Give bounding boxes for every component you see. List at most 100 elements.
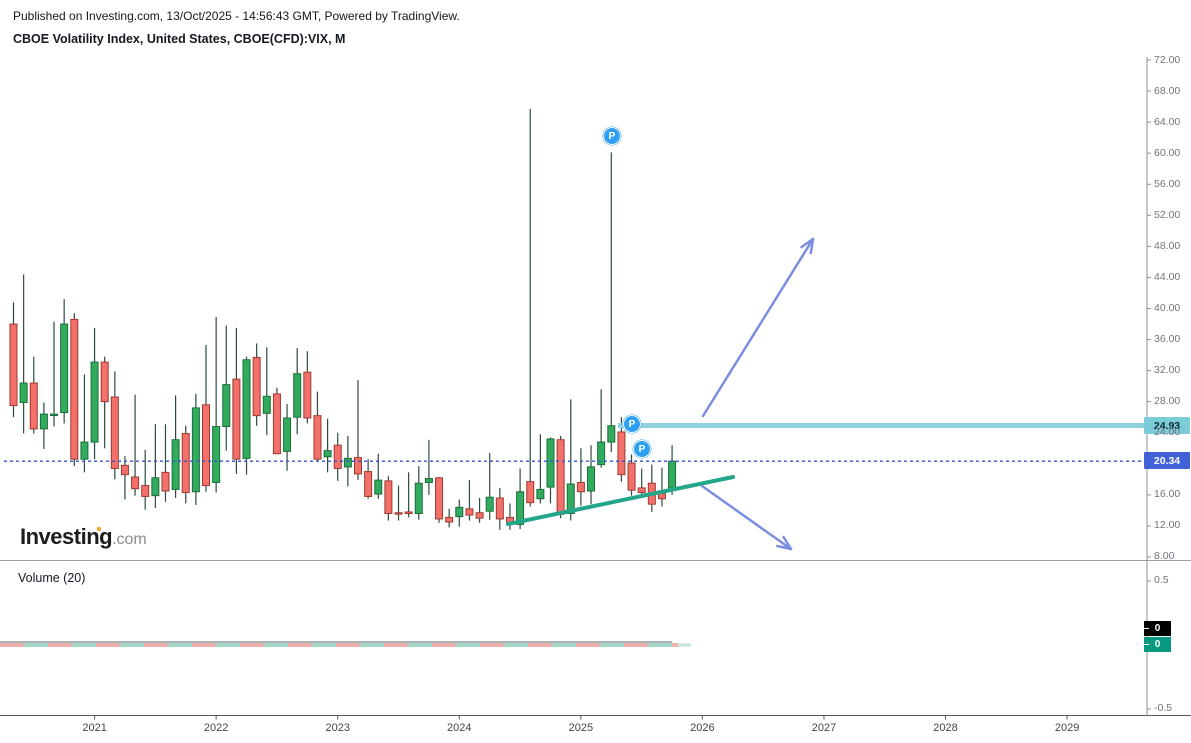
volume-bars (192, 643, 216, 647)
candle-2021-03 (110, 396, 119, 469)
price-tick-8.00: 8.00 (1154, 550, 1175, 563)
candle-2025-07 (637, 487, 646, 494)
year-label-2026: 2026 (690, 722, 715, 734)
candle-2024-11 (556, 439, 565, 515)
candle-2024-02 (465, 508, 474, 516)
year-label-2027: 2027 (811, 722, 837, 734)
candle-2023-12 (445, 516, 454, 523)
candle-2021-11 (191, 407, 200, 493)
volume-bars (528, 643, 552, 647)
price-tick-12.00: 12.00 (1154, 519, 1181, 532)
candle-2025-03 (597, 441, 606, 466)
volume-bars (648, 643, 672, 647)
p-marker-icon[interactable]: P (603, 127, 621, 145)
last-price-badge: 20.34 (1144, 452, 1190, 469)
candle-2023-04 (364, 471, 373, 497)
volume-axis-tick-upper: 0.5 (1154, 574, 1169, 586)
candle-2024-04 (485, 496, 494, 512)
volume-bars (312, 643, 336, 647)
volume-bars (0, 643, 24, 647)
candle-2021-01 (90, 361, 99, 443)
price-tick-56.00: 56.00 (1154, 177, 1181, 190)
candle-2020-07 (29, 382, 38, 430)
price-tick-16.00: 16.00 (1154, 488, 1181, 501)
arrow-down-drawing-head (782, 535, 793, 551)
year-label-2028: 2028 (933, 722, 958, 734)
candle-2020-09 (50, 413, 59, 417)
candle-2021-05 (131, 476, 140, 490)
candle-2023-05 (374, 479, 383, 495)
candle-2020-08 (39, 413, 48, 430)
price-tick-72.00: 72.00 (1154, 53, 1181, 66)
candle-2025-06 (627, 462, 636, 491)
trendline-drawing[interactable] (506, 475, 735, 526)
candle-2021-06 (141, 485, 150, 497)
candle-2021-07 (151, 477, 160, 497)
volume-bars (504, 643, 528, 647)
volume-value-badge: 0 (1144, 621, 1171, 636)
candle-2023-11 (435, 477, 444, 520)
candle-2020-12 (80, 441, 89, 460)
volume-bars (96, 643, 120, 647)
arrow-up-drawing[interactable] (701, 237, 815, 418)
volume-bars (576, 643, 600, 647)
year-label-2023: 2023 (325, 722, 350, 734)
candle-2022-08 (283, 417, 292, 452)
volume-bars (432, 643, 456, 647)
volume-ma-value-badge: 0 (1144, 637, 1171, 652)
candle-2024-12 (566, 483, 575, 515)
axis-tick-dash (1144, 628, 1149, 629)
volume-bars (456, 643, 480, 647)
candle-2024-08 (526, 481, 535, 504)
price-tick-28.00: 28.00 (1154, 395, 1181, 408)
instrument-title: CBOE Volatility Index, United States, CB… (13, 32, 346, 46)
year-label-2021: 2021 (82, 722, 107, 734)
candle-2022-03 (232, 378, 241, 460)
candle-2023-01 (333, 444, 342, 469)
candle-2020-06 (19, 382, 28, 403)
candle-2021-04 (120, 464, 129, 476)
price-tick-52.00: 52.00 (1154, 208, 1181, 221)
candle-2020-11 (70, 318, 79, 460)
candle-2024-07 (516, 491, 525, 525)
candle-2022-05 (252, 356, 261, 417)
volume-bars (600, 643, 624, 647)
candle-2021-10 (181, 433, 190, 494)
p-marker-icon[interactable]: P (633, 440, 651, 458)
axis-tick-dash (1144, 644, 1149, 645)
volume-bars (624, 643, 648, 647)
volume-bars (72, 643, 96, 647)
price-tick-36.00: 36.00 (1154, 333, 1181, 346)
arrow-up-drawing-head (800, 237, 815, 249)
investing-logo-orange-dot (97, 527, 101, 531)
year-label-2025: 2025 (568, 722, 594, 734)
candle-2022-04 (242, 359, 251, 459)
candle-2024-10 (546, 438, 555, 488)
candle-2025-04 (607, 425, 616, 443)
candle-2022-10 (303, 371, 312, 419)
candle-2022-06 (262, 395, 271, 414)
candle-2023-09 (414, 482, 423, 515)
volume-indicator-label: Volume (20) (18, 571, 86, 585)
volume-bars (288, 643, 312, 647)
volume-bars (264, 643, 288, 647)
arrow-down-drawing[interactable] (700, 484, 793, 551)
price-tick-32.00: 32.00 (1154, 364, 1181, 377)
price-tick-60.00: 60.00 (1154, 146, 1181, 159)
candle-2024-05 (495, 497, 504, 520)
volume-bars (240, 643, 264, 647)
candle-2023-06 (384, 480, 393, 515)
candle-2022-12 (323, 450, 332, 458)
resistance-price-badge[interactable]: 24.93 (1144, 417, 1190, 434)
price-tick-24.00: 24.00 (1154, 426, 1181, 439)
p-marker-icon[interactable]: P (623, 415, 641, 433)
candle-2025-01 (576, 481, 585, 493)
arrow-up-drawing-head (809, 237, 815, 255)
price-tick-68.00: 68.00 (1154, 84, 1181, 97)
candle-2022-09 (293, 373, 302, 418)
candle-2022-11 (313, 415, 322, 460)
volume-bars (120, 643, 144, 647)
published-line: Published on Investing.com, 13/Oct/2025 … (13, 9, 460, 23)
